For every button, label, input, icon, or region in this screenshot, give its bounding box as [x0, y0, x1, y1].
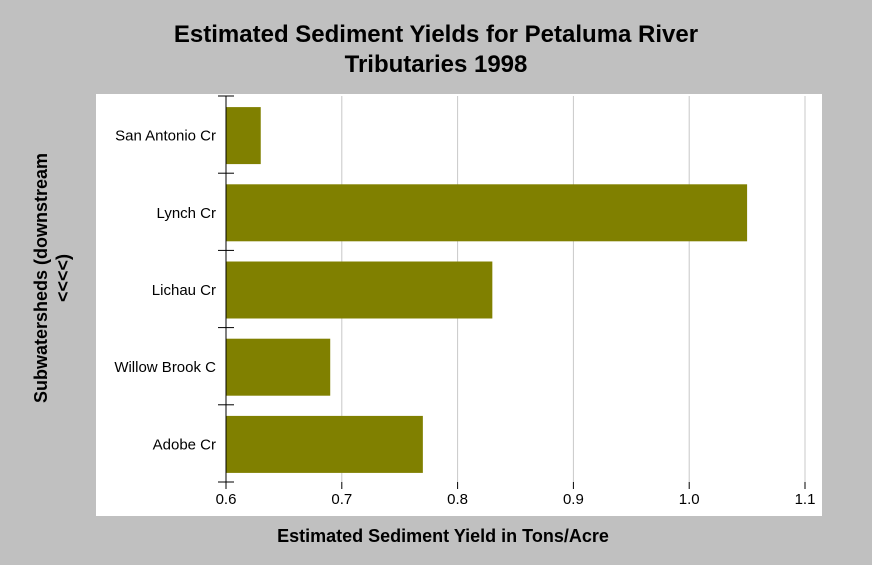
x-axis-label: Estimated Sediment Yield in Tons/Acre	[277, 526, 609, 546]
category-label: San Antonio Cr	[115, 128, 216, 145]
chart-title-line-1: Estimated Sediment Yields for Petaluma R…	[173, 21, 699, 48]
x-tick-label: 0.7	[331, 491, 352, 508]
y-axis-label-line-1: Subwatersheds (downstream	[31, 152, 51, 404]
x-tick-label: 0.9	[563, 491, 584, 508]
category-label: Lynch Cr	[157, 205, 216, 222]
bar	[226, 184, 748, 242]
bar	[226, 338, 331, 396]
x-tick-label: 0.6	[216, 491, 237, 508]
chart-title: Estimated Sediment Yields for Petaluma R…	[0, 20, 872, 80]
bar	[226, 107, 261, 165]
y-axis-label: Subwatersheds (downstream <<<<)	[30, 153, 74, 403]
x-tick-label: 0.8	[447, 491, 468, 508]
category-label: Lichau Cr	[152, 282, 216, 299]
x-tick-label: 1.1	[795, 491, 816, 508]
x-tick-label: 1.0	[679, 491, 700, 508]
chart-title-line-2: Tributaries 1998	[344, 51, 528, 78]
category-label: Willow Brook C	[114, 359, 216, 376]
bar	[226, 415, 423, 473]
bar	[226, 261, 493, 319]
y-axis-label-line-2: <<<<)	[53, 253, 73, 303]
category-label: Adobe Cr	[153, 436, 216, 453]
